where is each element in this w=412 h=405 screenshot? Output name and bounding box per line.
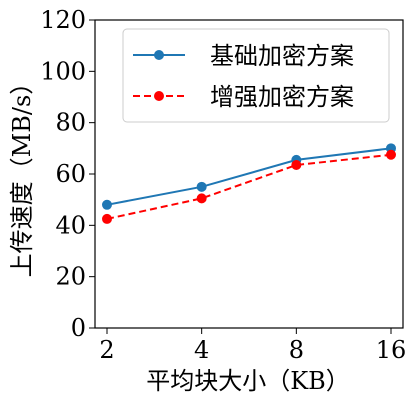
x-tick-label: 2	[99, 336, 114, 364]
legend-marker-series-2	[154, 91, 164, 101]
series-1	[102, 143, 396, 210]
series-2	[102, 149, 396, 224]
y-tick-label: 120	[40, 6, 86, 34]
y-tick-label: 80	[55, 109, 86, 137]
legend-label-series-2: 增强加密方案	[210, 83, 354, 111]
x-tick-label: 4	[194, 336, 209, 364]
data-point	[102, 213, 112, 224]
x-tick-label: 16	[376, 336, 407, 364]
x-axis-title: 平均块大小（KB）	[146, 367, 350, 395]
legend-label-series-1: 基础加密方案	[210, 42, 354, 70]
y-tick-label: 60	[55, 160, 86, 188]
y-axis: 0 20 40 60 80 100 120	[40, 6, 95, 342]
data-point	[386, 149, 396, 160]
data-point	[196, 181, 207, 192]
y-tick-label: 20	[55, 263, 86, 291]
data-point	[291, 160, 302, 171]
series-line	[106, 153, 392, 220]
series-layer	[102, 143, 396, 224]
legend-marker-series-1	[154, 50, 164, 60]
data-point	[196, 193, 207, 204]
x-tick-label: 8	[289, 336, 304, 364]
y-axis-title: 上传速度（MB/s）	[8, 71, 36, 278]
y-tick-label: 0	[71, 314, 86, 342]
legend-box	[122, 28, 390, 123]
legend: 基础加密方案 增强加密方案	[122, 28, 390, 123]
series-line	[106, 147, 392, 206]
data-point	[102, 199, 112, 210]
y-tick-label: 100	[40, 57, 86, 85]
x-axis: 2 4 8 16	[99, 328, 406, 364]
y-tick-label: 40	[55, 211, 86, 239]
